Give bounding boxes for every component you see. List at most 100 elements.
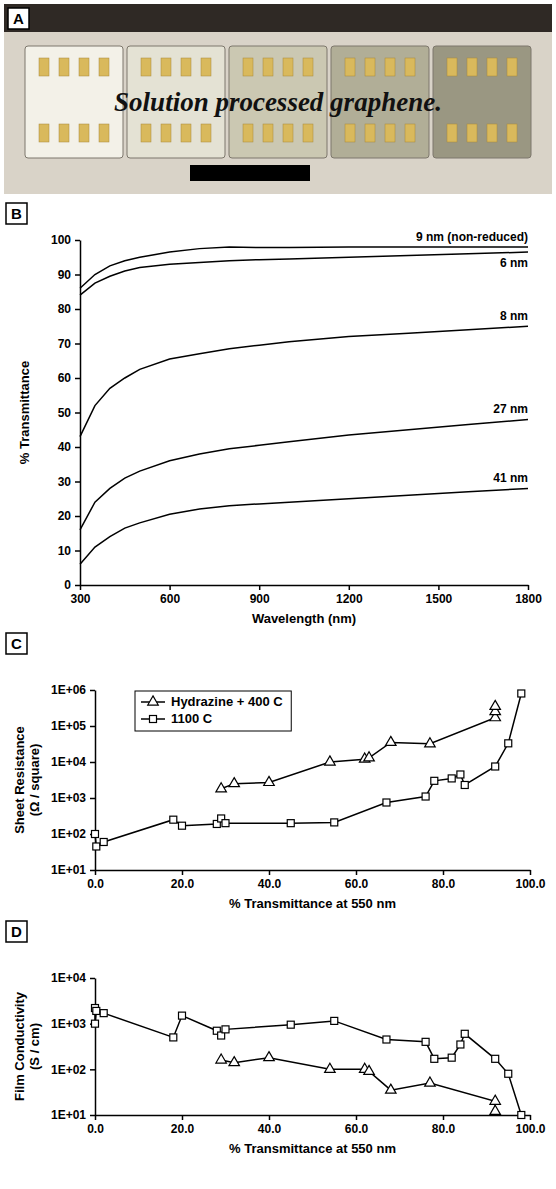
gold-contact xyxy=(467,58,477,76)
y-tick-mark xyxy=(75,585,80,587)
data-point xyxy=(431,777,438,784)
photo-surface xyxy=(4,32,552,194)
data-point xyxy=(100,838,107,845)
gold-contact xyxy=(487,124,497,142)
x-axis: 300600900120015001800 xyxy=(70,585,542,606)
y-tick: 1E+04 xyxy=(51,971,95,985)
data-point xyxy=(505,1070,512,1077)
data-point xyxy=(170,816,177,823)
plot-area xyxy=(92,690,525,850)
x-tick-mark xyxy=(438,585,440,590)
data-point xyxy=(222,1026,229,1033)
y-tick-label: 1E+01 xyxy=(51,1108,86,1122)
x-tick-label: 100.0 xyxy=(515,1122,545,1136)
y-tick-mark xyxy=(75,447,80,449)
y-tick: 90 xyxy=(58,268,80,282)
legend-marker xyxy=(150,716,157,723)
data-point xyxy=(229,1057,240,1066)
gold-contact xyxy=(283,124,293,142)
data-point xyxy=(179,822,186,829)
x-tick-mark xyxy=(269,1115,271,1120)
x-tick-mark xyxy=(259,585,261,590)
y-tick-mark xyxy=(75,516,80,518)
x-tick-label: 80.0 xyxy=(432,877,456,891)
y-axis-title: Sheet Resistance(Ω / square) xyxy=(12,726,43,834)
y-tick-label: 1E+02 xyxy=(51,827,86,841)
panel-letter-box: A xyxy=(8,8,29,29)
data-point xyxy=(518,690,525,697)
x-tick: 1200 xyxy=(336,585,363,606)
x-tick: 40.0 xyxy=(258,1115,282,1136)
gold-contact xyxy=(467,124,477,142)
x-tick-label: 40.0 xyxy=(258,1122,282,1136)
gold-contact xyxy=(405,124,415,142)
gold-contact xyxy=(79,58,89,76)
y-tick: 1E+03 xyxy=(51,791,95,805)
panel-letter: A xyxy=(13,10,24,27)
photo-text: Solution processed graphene. xyxy=(114,87,442,117)
x-tick: 20.0 xyxy=(171,1115,195,1136)
gold-contact xyxy=(181,124,191,142)
y-tick-label: 10 xyxy=(58,544,72,558)
gold-contact xyxy=(507,124,517,142)
panel-letter-frame xyxy=(6,203,27,224)
gold-contact xyxy=(243,124,253,142)
y-tick: 1E+06 xyxy=(51,683,95,697)
data-point xyxy=(229,778,240,787)
panel-letter-frame xyxy=(6,633,27,654)
y-tick-label: 1E+06 xyxy=(51,683,86,697)
data-point xyxy=(492,1055,499,1062)
legend: Hydrazine + 400 C1100 C xyxy=(135,691,291,731)
y-axis-title: % Transmittance xyxy=(17,361,32,464)
data-point xyxy=(364,1065,375,1074)
data-point xyxy=(386,1084,397,1093)
data-point xyxy=(222,820,229,827)
gold-contact xyxy=(141,58,151,76)
y-tick: 1E+01 xyxy=(51,863,95,877)
data-point xyxy=(492,763,499,770)
data-point xyxy=(490,1095,501,1104)
gold-contact xyxy=(263,124,273,142)
data-point xyxy=(287,820,294,827)
panel-letter: C xyxy=(11,635,22,652)
y-tick-mark xyxy=(90,1115,95,1117)
x-tick: 0.0 xyxy=(87,870,104,891)
data-point xyxy=(461,1030,468,1037)
gold-contact xyxy=(79,124,89,142)
series-label: 8 nm xyxy=(500,309,528,323)
y-axis: 1E+011E+021E+031E+04 xyxy=(51,971,96,1122)
gold-contact xyxy=(59,58,69,76)
gold-contact xyxy=(39,58,49,76)
data-point xyxy=(422,793,429,800)
y-tick-mark xyxy=(75,412,80,414)
gold-contact xyxy=(161,124,171,142)
gold-contact xyxy=(181,58,191,76)
data-point xyxy=(383,799,390,806)
glass-slide xyxy=(433,46,531,158)
gold-contact xyxy=(303,58,313,76)
data-point xyxy=(425,738,436,747)
y-tick-mark xyxy=(90,690,95,692)
y-tick: 1E+04 xyxy=(51,755,95,769)
y-tick-label: 1E+02 xyxy=(51,1063,86,1077)
gold-contact xyxy=(39,124,49,142)
x-tick: 60.0 xyxy=(345,870,369,891)
y-tick-label: 90 xyxy=(58,268,72,282)
gold-contact xyxy=(447,58,457,76)
x-tick-mark xyxy=(530,870,532,875)
data-point xyxy=(216,1054,227,1063)
y-tick-mark xyxy=(90,978,95,980)
y-tick-label: 1E+04 xyxy=(51,971,86,985)
y-tick-mark xyxy=(90,870,95,872)
panel-letter-box: C xyxy=(6,633,27,654)
panel-letter-box: D xyxy=(6,921,27,942)
gold-contact xyxy=(447,124,457,142)
data-point xyxy=(431,1055,438,1062)
y-tick: 10 xyxy=(58,544,80,558)
data-point xyxy=(422,1038,429,1045)
gold-contact xyxy=(141,124,151,142)
x-tick-mark xyxy=(349,585,351,590)
y-tick: 40 xyxy=(58,440,80,454)
legend-label: 1100 C xyxy=(171,711,213,726)
data-point xyxy=(93,843,100,850)
